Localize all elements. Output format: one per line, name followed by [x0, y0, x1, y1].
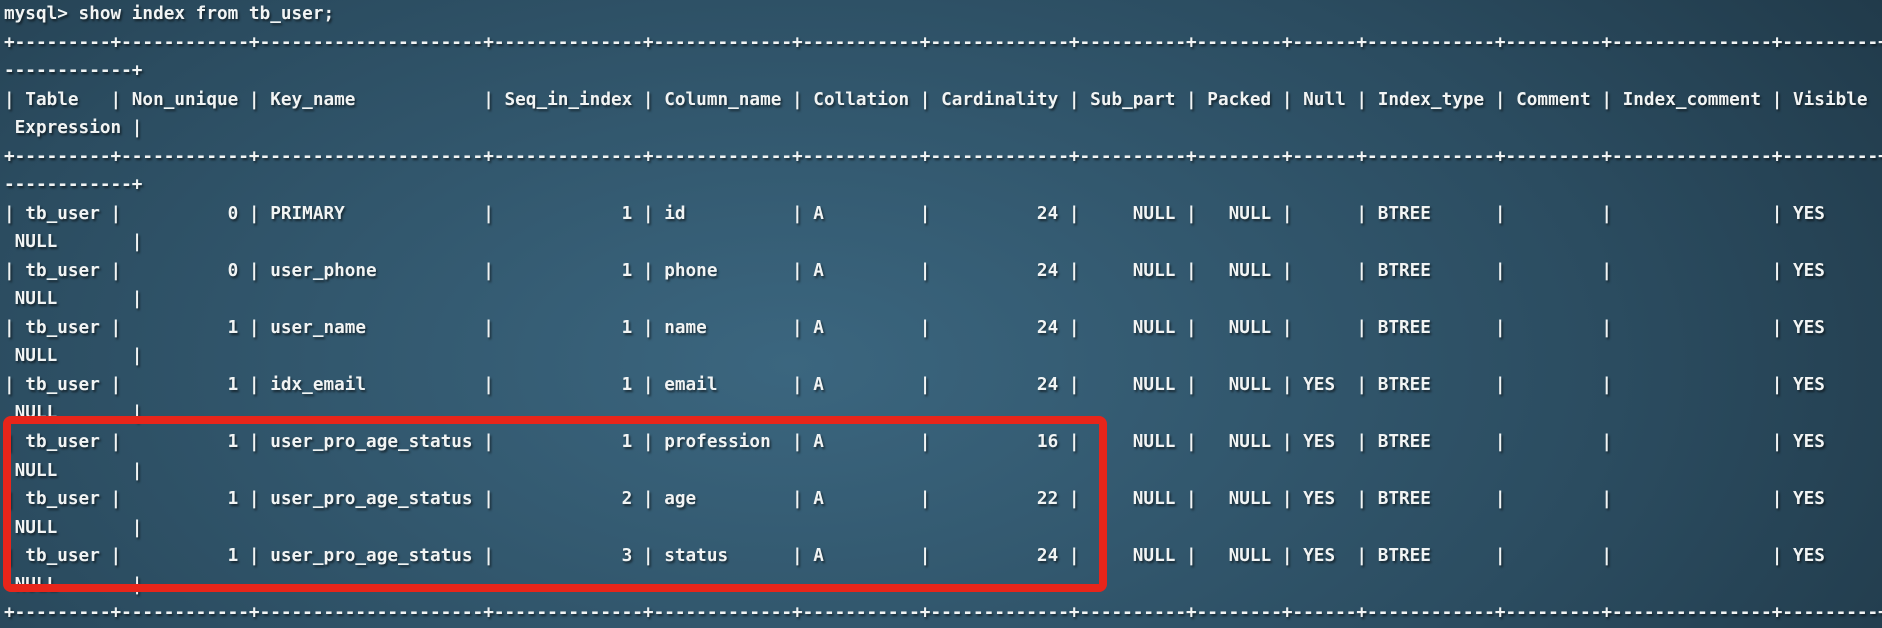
terminal-prompt-line: mysql> show index from tb_user; — [4, 4, 335, 24]
terminal-output[interactable]: mysql> show index from tb_user; +-------… — [4, 0, 1882, 628]
terminal-line: NULL | — [4, 346, 143, 367]
terminal-line: +---------+------------+----------------… — [4, 146, 1882, 167]
terminal-line: | tb_user | 1 | user_pro_age_status | 2 … — [4, 489, 1882, 510]
terminal-line: | tb_user | 1 | user_pro_age_status | 3 … — [4, 546, 1882, 567]
terminal-line: | Table | Non_unique | Key_name | Seq_in… — [4, 89, 1882, 110]
terminal-line: NULL | — [4, 574, 143, 595]
terminal-line: Expression | — [4, 118, 143, 139]
terminal-line: NULL | — [4, 460, 143, 481]
terminal-line: | tb_user | 0 | user_phone | 1 | phone |… — [4, 260, 1882, 281]
terminal-line: | tb_user | 0 | PRIMARY | 1 | id | A | 2… — [4, 203, 1882, 224]
terminal-line: NULL | — [4, 403, 143, 424]
terminal-line: ------------+ — [4, 175, 143, 196]
terminal-line: NULL | — [4, 289, 143, 310]
terminal-line: ------------+ — [4, 61, 143, 82]
terminal-line: | tb_user | 1 | user_pro_age_status | 1 … — [4, 431, 1882, 452]
terminal-line: +---------+------------+----------------… — [4, 32, 1882, 53]
terminal-line: | tb_user | 1 | idx_email | 1 | email | … — [4, 374, 1882, 395]
terminal-line: NULL | — [4, 517, 143, 538]
terminal-line: | tb_user | 1 | user_name | 1 | name | A… — [4, 317, 1882, 338]
terminal-line: +---------+------------+----------------… — [4, 603, 1882, 624]
terminal-line: NULL | — [4, 232, 143, 253]
